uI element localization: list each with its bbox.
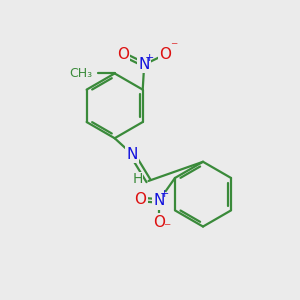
Text: CH₃: CH₃ [70, 67, 93, 80]
Text: O: O [134, 192, 146, 207]
Text: H: H [132, 172, 142, 186]
Text: O: O [117, 47, 129, 62]
Text: +: + [145, 53, 154, 63]
Text: N: N [153, 194, 164, 208]
Text: O: O [159, 47, 171, 62]
Text: N: N [139, 57, 150, 72]
Text: O: O [153, 214, 165, 230]
Text: ⁻: ⁻ [163, 222, 171, 236]
Text: +: + [159, 190, 169, 200]
Text: N: N [127, 147, 138, 162]
Text: ⁻: ⁻ [170, 40, 177, 54]
